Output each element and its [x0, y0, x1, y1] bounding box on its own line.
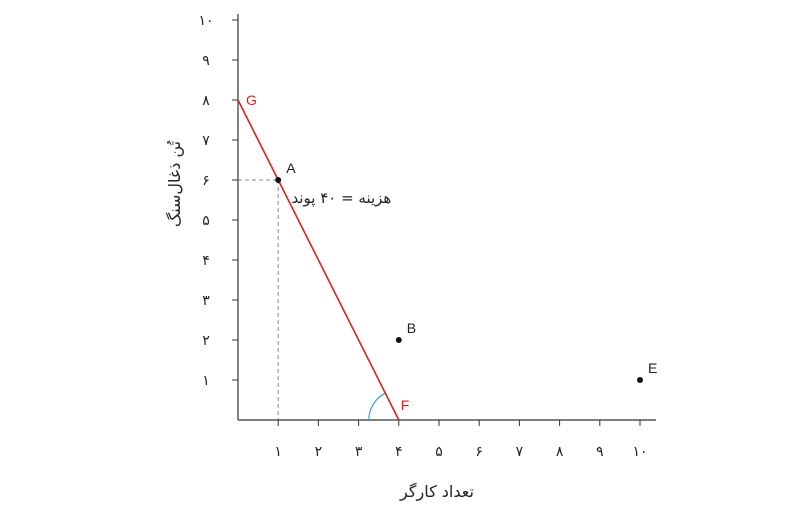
point-E [637, 377, 643, 383]
x-tick-label: ۱۰ [632, 444, 647, 460]
angle-arc [368, 392, 386, 421]
y-tick-label: ۸ [202, 93, 210, 109]
y-tick-label: ۹ [202, 53, 210, 69]
ticks-layer: ۱ ۲ ۳ ۴ ۵ ۶ ۷ ۸ ۹ ۱۰ ۱ ۲ ۳ ۴ ۵ ۶ ۷ ۸ ۹ ۱۰ [198, 13, 647, 460]
x-axis-title: تعداد کارگر [399, 482, 474, 502]
y-tick-label: ۷ [202, 133, 210, 149]
y-tick-label: ۱ [202, 373, 210, 389]
x-tick-label: ۴ [395, 444, 403, 460]
y-tick-label: ۵ [202, 213, 210, 229]
x-tick-label: ۷ [516, 444, 524, 460]
cost-annotation: هزینه = ۴۰ پوند [291, 189, 391, 208]
guides-layer [238, 179, 279, 420]
y-tick-label: ۱۰ [198, 13, 213, 29]
x-tick-label: ۳ [355, 444, 363, 460]
x-tick-label: ۲ [315, 444, 323, 460]
y-tick-label: ۴ [202, 253, 210, 269]
point-label-B: B [407, 320, 416, 336]
endpoint-label-G: G [246, 92, 257, 108]
x-tick-label: ۵ [435, 444, 443, 460]
y-tick-label: ۳ [202, 293, 210, 309]
labels-layer: A B E G F [246, 92, 657, 413]
y-tick-label: ۶ [202, 173, 210, 189]
series-line [237, 99, 400, 421]
x-tick-label: ۶ [475, 444, 483, 460]
point-A [275, 177, 282, 183]
x-tick-label: ۸ [556, 444, 564, 460]
y-tick-label: ۲ [202, 333, 210, 349]
point-label-A: A [286, 160, 296, 176]
point-B [395, 337, 402, 343]
x-tick-label: ۹ [596, 444, 604, 460]
endpoint-label-F: F [401, 397, 410, 413]
x-tick-label: ۱ [274, 444, 282, 460]
points-layer [275, 177, 643, 383]
y-axis-title: تُن ذغال‌سنگ [165, 140, 185, 227]
point-label-E: E [648, 360, 657, 376]
